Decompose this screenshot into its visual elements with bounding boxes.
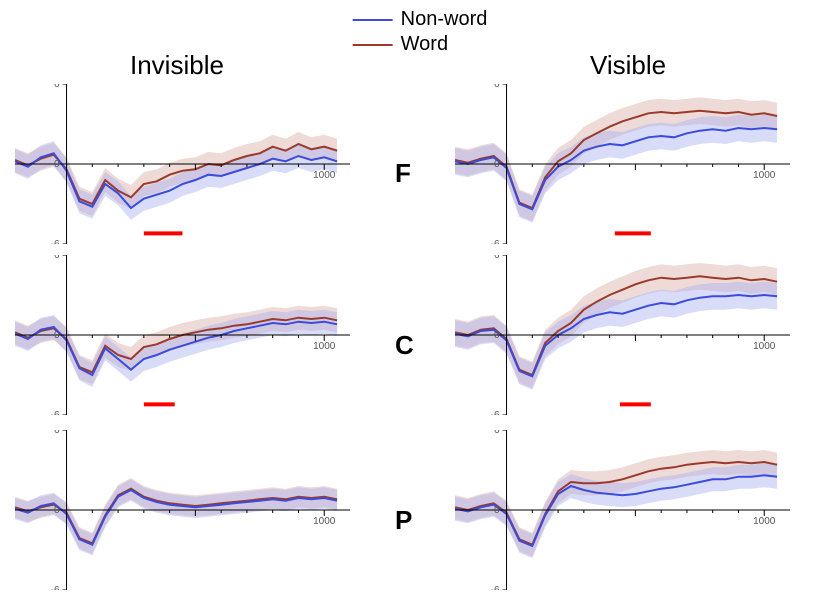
- y-tick-label: 6: [54, 430, 60, 436]
- legend: Non-word Word: [353, 8, 488, 58]
- legend-swatch-nonword: [353, 19, 393, 21]
- y-tick-label: 0: [494, 330, 500, 341]
- nonword-confidence-band: [15, 141, 337, 220]
- x-tick-label: 1000: [313, 170, 336, 181]
- legend-swatch-word: [353, 44, 393, 46]
- column-header-invisible: Invisible: [130, 50, 224, 81]
- y-tick-label: 0: [54, 159, 60, 170]
- erp-chart: 1000 -6 0 6: [455, 430, 790, 590]
- erp-chart: 1000 -6 0 6: [455, 84, 790, 244]
- x-tick-label: 1000: [313, 341, 336, 352]
- legend-label-word: Word: [401, 33, 448, 56]
- y-tick-label: 6: [494, 255, 500, 261]
- row-label-p: P: [395, 505, 412, 536]
- legend-item-word: Word: [353, 33, 488, 56]
- y-tick-label: -6: [51, 585, 60, 590]
- y-tick-label: 6: [54, 255, 60, 261]
- row-label-f: F: [395, 158, 411, 189]
- nonword-confidence-band: [15, 479, 337, 555]
- erp-panel: 1000 -6 0 6: [15, 84, 350, 244]
- y-tick-label: -6: [491, 239, 500, 244]
- erp-panel: 1000 -6 0 6: [455, 255, 790, 415]
- erp-panel: 1000 -6 0 6: [15, 255, 350, 415]
- y-tick-label: 6: [494, 84, 500, 90]
- y-tick-label: 0: [54, 505, 60, 516]
- erp-chart: 1000 -6 0 6: [15, 430, 350, 590]
- x-tick-label: 1000: [753, 170, 776, 181]
- erp-panel: 1000 -6 0 6: [455, 84, 790, 244]
- y-tick-label: 6: [494, 430, 500, 436]
- x-tick-label: 1000: [313, 516, 336, 527]
- x-tick-label: 1000: [753, 516, 776, 527]
- erp-chart: 1000 -6 0 6: [15, 84, 350, 244]
- erp-panel: 1000 -6 0 6: [455, 430, 790, 590]
- y-tick-label: 0: [494, 505, 500, 516]
- legend-label-nonword: Non-word: [401, 8, 488, 31]
- y-tick-label: -6: [491, 585, 500, 590]
- legend-item-nonword: Non-word: [353, 8, 488, 31]
- erp-chart: 1000 -6 0 6: [455, 255, 790, 415]
- row-label-c: C: [395, 330, 414, 361]
- y-tick-label: -6: [491, 410, 500, 415]
- y-tick-label: 6: [54, 84, 60, 90]
- y-tick-label: -6: [51, 239, 60, 244]
- y-tick-label: -6: [51, 410, 60, 415]
- erp-panel: 1000 -6 0 6: [15, 430, 350, 590]
- x-tick-label: 1000: [753, 341, 776, 352]
- erp-chart: 1000 -6 0 6: [15, 255, 350, 415]
- column-header-visible: Visible: [590, 50, 666, 81]
- y-tick-label: 0: [494, 159, 500, 170]
- y-tick-label: 0: [54, 330, 60, 341]
